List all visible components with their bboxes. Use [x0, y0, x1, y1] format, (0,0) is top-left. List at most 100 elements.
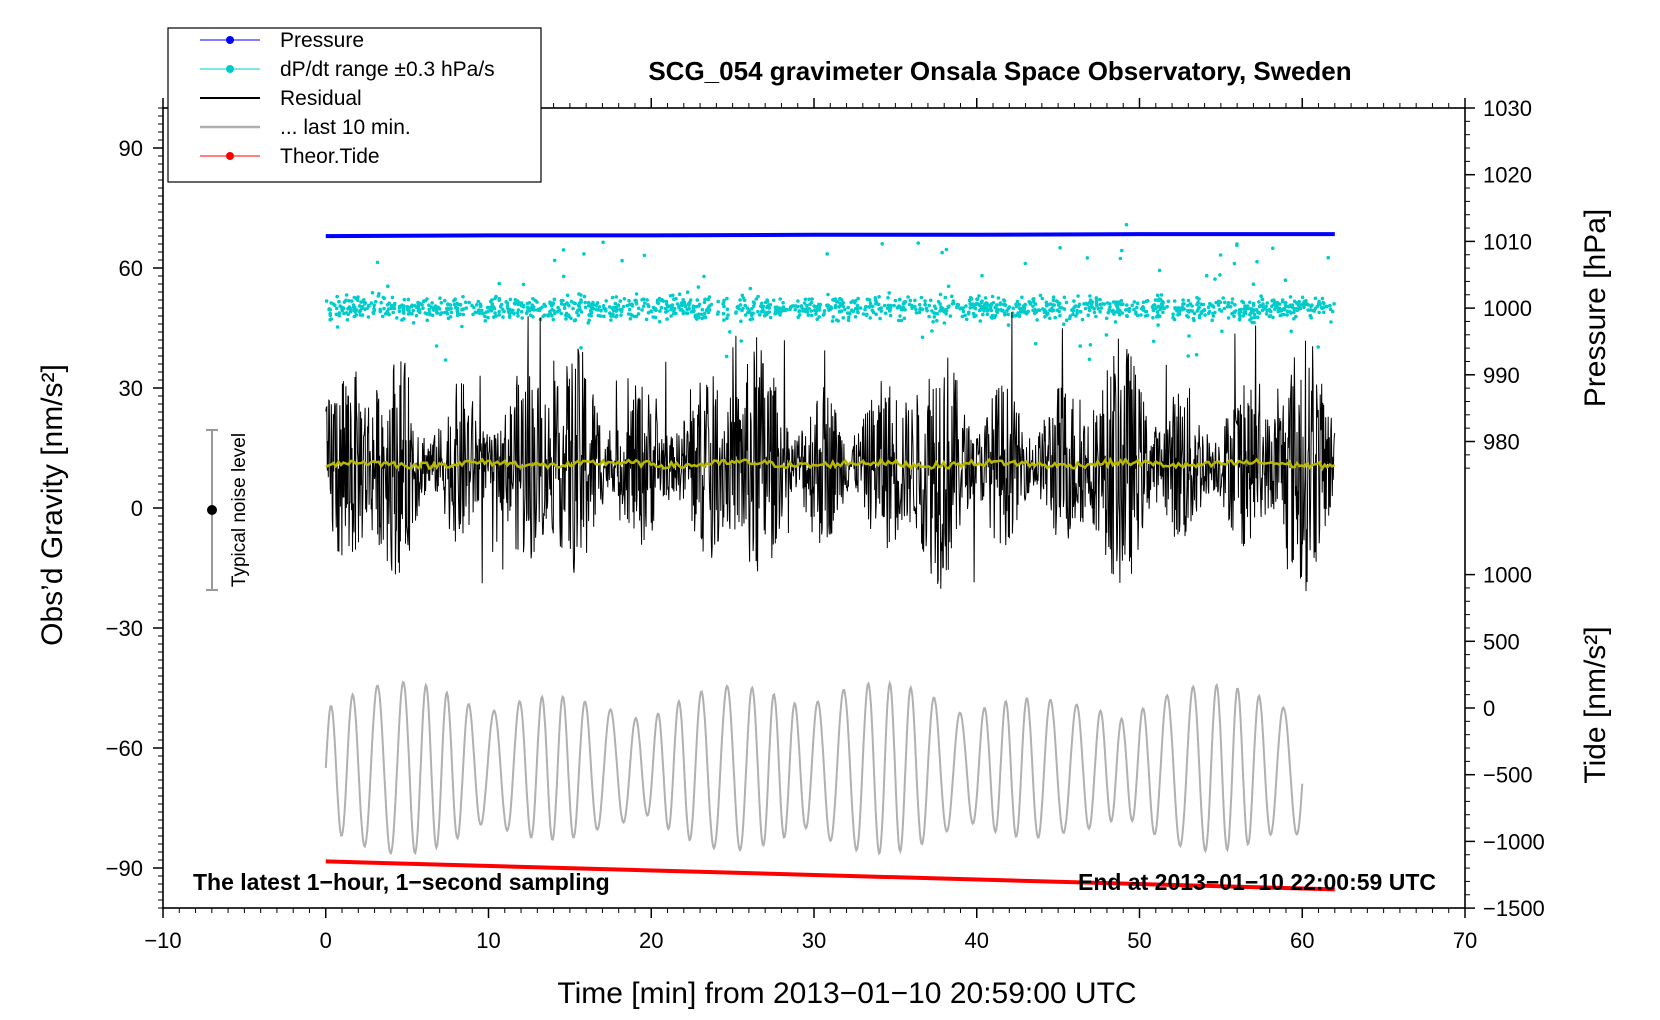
dpdt-point	[839, 309, 844, 313]
dpdt-point	[497, 298, 502, 303]
dpdt-point	[480, 308, 484, 313]
dpdt-point	[375, 260, 380, 265]
dpdt-point	[1251, 301, 1256, 306]
dpdt-point	[1254, 308, 1259, 312]
dpdt-point	[913, 304, 917, 309]
dpdt-point	[594, 303, 598, 308]
dpdt-point	[738, 303, 743, 307]
dpdt-point	[1309, 304, 1313, 309]
dpdt-point	[1157, 268, 1162, 273]
dpdt-point	[582, 294, 587, 299]
dpdt-point	[760, 301, 764, 306]
dpdt-point	[781, 300, 785, 305]
dpdt-point	[609, 318, 613, 322]
dpdt-point	[1155, 310, 1160, 314]
y-tick-label-pressure: 1010	[1483, 229, 1532, 254]
dpdt-point	[669, 314, 673, 318]
dpdt-point	[1025, 310, 1029, 315]
dpdt-point	[1112, 312, 1116, 316]
dpdt-point	[899, 318, 904, 323]
dpdt-point	[985, 309, 990, 313]
dpdt-point	[979, 307, 984, 312]
dpdt-point	[614, 295, 619, 299]
dpdt-point	[903, 300, 908, 304]
dpdt-point	[589, 306, 594, 310]
dpdt-point	[380, 314, 385, 319]
dpdt-point	[877, 295, 881, 299]
dpdt-point	[508, 297, 513, 302]
dpdt-point	[1098, 302, 1102, 307]
dpdt-point	[649, 309, 653, 313]
dpdt-point	[1249, 316, 1254, 320]
dpdt-point	[1003, 312, 1007, 317]
dpdt-point	[1181, 298, 1185, 302]
dpdt-point	[944, 312, 948, 316]
dpdt-point	[381, 295, 386, 300]
dpdt-point	[1330, 309, 1335, 314]
dpdt-point	[978, 303, 982, 308]
dpdt-point	[756, 309, 760, 314]
dpdt-point	[1285, 313, 1289, 317]
dpdt-point	[1062, 295, 1067, 300]
dpdt-point	[439, 301, 444, 305]
dpdt-point	[611, 312, 615, 316]
y-tick-label-pressure: 980	[1483, 430, 1520, 455]
dpdt-point	[1048, 316, 1052, 321]
dpdt-point	[983, 296, 988, 300]
dpdt-point	[448, 315, 453, 319]
dpdt-point	[411, 308, 416, 313]
dpdt-point	[1332, 302, 1336, 306]
dpdt-point	[487, 305, 491, 310]
dpdt-point	[739, 319, 743, 324]
dpdt-point	[951, 299, 956, 303]
dpdt-point	[743, 313, 748, 317]
dpdt-point	[1289, 304, 1293, 309]
dpdt-point	[661, 299, 666, 303]
dpdt-point	[814, 312, 818, 316]
dpdt-point	[588, 308, 593, 313]
dpdt-point	[386, 284, 390, 289]
dpdt-point	[386, 307, 391, 311]
dpdt-point	[579, 293, 583, 297]
dpdt-point	[1283, 278, 1288, 283]
dpdt-point	[357, 304, 362, 308]
dpdt-point	[583, 305, 588, 310]
dpdt-point	[685, 311, 690, 316]
dpdt-point	[726, 313, 730, 317]
dpdt-point	[512, 301, 517, 306]
dpdt-point	[930, 329, 934, 333]
dpdt-point	[587, 313, 591, 318]
y-tick-label-tide: −500	[1483, 763, 1533, 788]
dpdt-point	[671, 293, 675, 298]
dpdt-point	[337, 299, 341, 304]
dpdt-point	[1125, 303, 1129, 307]
dpdt-point	[1135, 305, 1139, 310]
dpdt-point	[1272, 298, 1276, 303]
dpdt-point	[1002, 299, 1007, 303]
dpdt-point	[725, 307, 730, 312]
y-tick-label-left: −90	[106, 856, 143, 881]
dpdt-point	[790, 304, 794, 309]
dpdt-point	[342, 311, 346, 316]
dpdt-point	[716, 312, 720, 316]
dpdt-point	[758, 313, 762, 317]
dpdt-point	[743, 303, 747, 308]
dpdt-point	[748, 286, 753, 291]
dpdt-point	[989, 303, 993, 308]
dpdt-point	[438, 312, 443, 317]
dpdt-point	[843, 307, 847, 312]
dpdt-point	[968, 306, 972, 310]
dpdt-point	[346, 307, 350, 311]
dpdt-point	[1289, 329, 1293, 334]
dpdt-point	[369, 301, 374, 305]
dpdt-point	[739, 339, 743, 343]
dpdt-point	[350, 299, 354, 303]
dpdt-point	[935, 311, 939, 316]
dpdt-point	[964, 304, 968, 308]
dpdt-point	[1221, 296, 1225, 300]
dpdt-point	[1121, 302, 1125, 307]
dpdt-point	[1017, 306, 1022, 311]
dpdt-point	[551, 301, 556, 305]
dpdt-point	[341, 306, 345, 310]
dpdt-point	[371, 310, 376, 315]
